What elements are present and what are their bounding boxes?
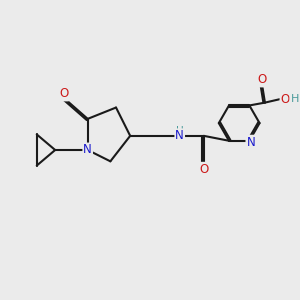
- Text: O: O: [280, 93, 290, 106]
- Text: O: O: [257, 74, 267, 86]
- Text: N: N: [83, 143, 92, 157]
- Text: N: N: [246, 136, 255, 149]
- Text: N: N: [176, 129, 184, 142]
- Text: O: O: [199, 163, 208, 176]
- Text: H: H: [176, 126, 184, 136]
- Text: O: O: [59, 87, 68, 101]
- Text: H: H: [290, 94, 299, 104]
